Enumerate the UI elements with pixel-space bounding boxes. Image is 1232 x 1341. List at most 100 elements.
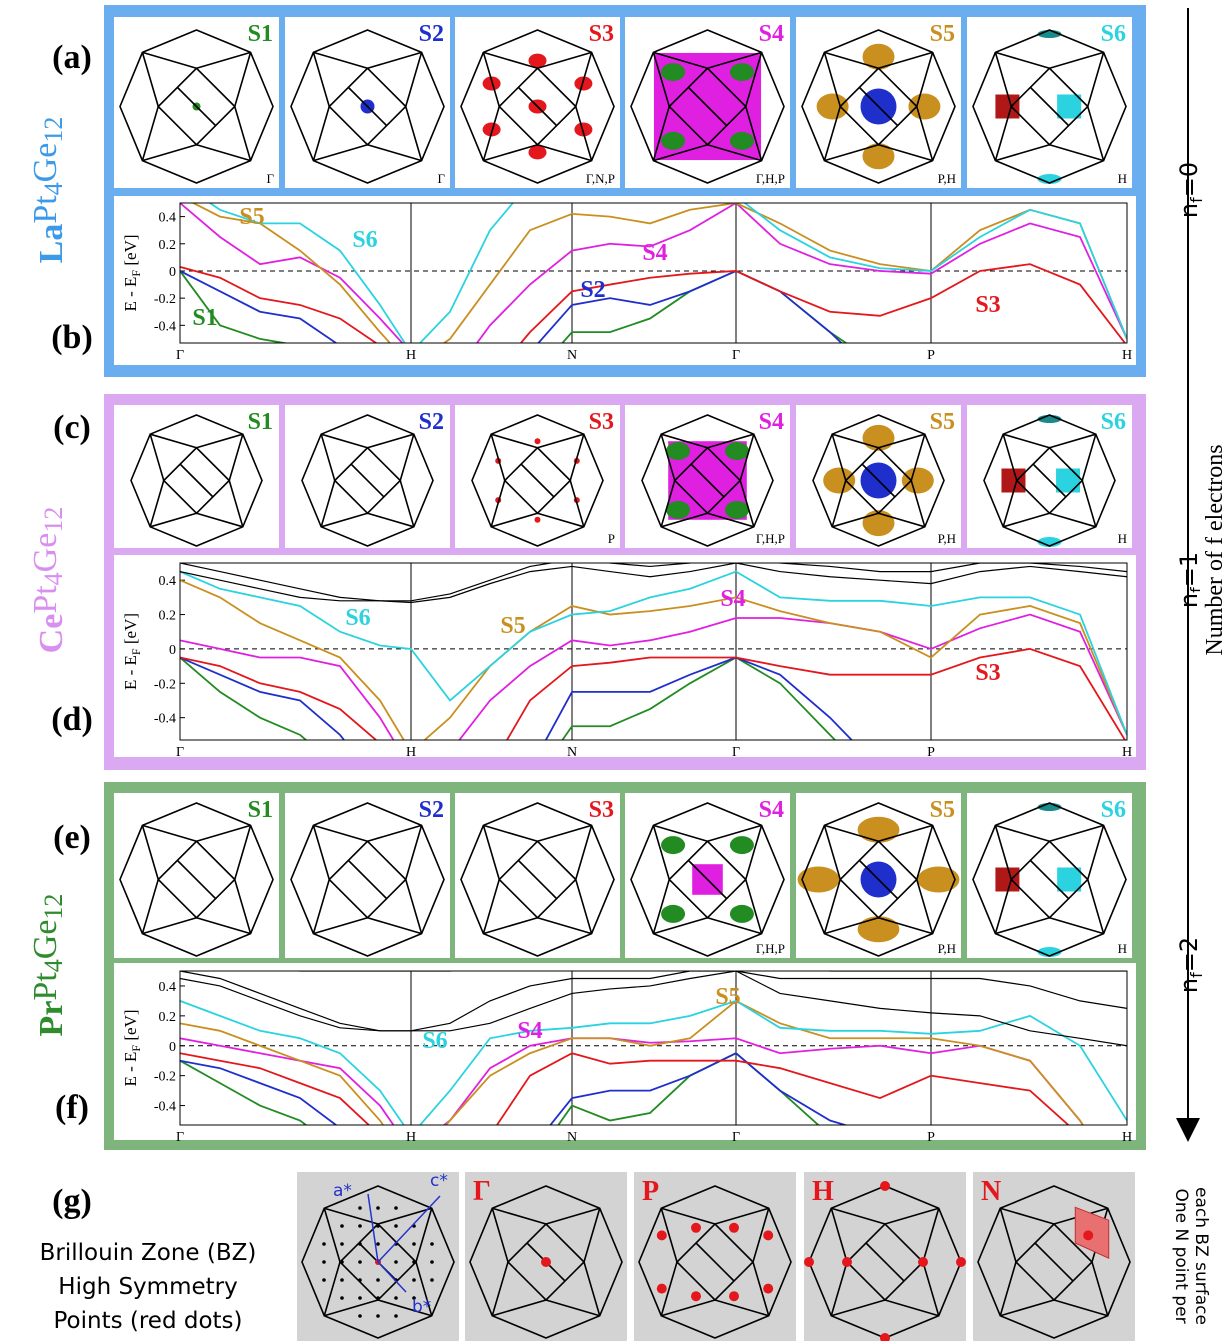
figure: LaPt4Ge12(a)(b)nf=0S1ΓS2ΓS3Γ,N,PS4Γ,H,PS… [0, 0, 1232, 1341]
surface-blob [730, 836, 754, 854]
x-tick-label: N [567, 1130, 577, 1145]
band-label: S5 [715, 984, 740, 1010]
surface-points: H [1118, 941, 1127, 956]
lattice-dot [340, 1224, 344, 1228]
x-tick-label: Γ [176, 745, 184, 760]
arrow-head [1176, 1118, 1200, 1142]
y-label-part: [eV] [121, 1009, 140, 1044]
bz-caption: High Symmetry [58, 1274, 237, 1300]
surface-name: S3 [589, 409, 614, 435]
panel-label: (b) [51, 319, 93, 356]
plot-panel [114, 963, 1136, 1140]
lattice-dot [430, 1242, 434, 1246]
surface-points: P,H [938, 531, 956, 546]
surface-blob [535, 438, 541, 444]
nf-label: nf=0 [1175, 162, 1206, 218]
vector-label: a* [333, 1181, 352, 1201]
surface-points: H [1118, 531, 1127, 546]
surface-blob [725, 501, 749, 519]
formula-part: 4 [39, 959, 68, 972]
y-tick-label: 0.4 [159, 574, 177, 589]
lattice-dot [358, 1242, 362, 1246]
surface-name: S1 [248, 797, 273, 823]
y-tick-label: 0.4 [159, 211, 177, 226]
y-tick-label: 0 [169, 643, 176, 658]
panel-label: (g) [52, 1183, 92, 1220]
surface-blob [863, 44, 895, 70]
formula-part: Ge [27, 533, 64, 573]
band-label: S1 [192, 305, 217, 331]
symmetry-point [880, 1181, 890, 1191]
symmetry-point [763, 1230, 773, 1240]
nf-label: nf=2 [1175, 937, 1206, 993]
x-tick-label: P [927, 745, 935, 760]
x-tick-label: Γ [732, 745, 740, 760]
surface-name: S6 [1101, 409, 1126, 435]
y-tick-label: -0.4 [154, 319, 176, 334]
surface-points: P,H [938, 171, 956, 186]
surface-blob [535, 517, 541, 523]
lattice-dot [358, 1278, 362, 1282]
x-tick-label: Γ [732, 348, 740, 363]
surface-name: S4 [759, 409, 784, 435]
x-tick-label: Γ [176, 348, 184, 363]
surface-blob [666, 501, 690, 519]
y-tick-label: -0.2 [154, 292, 176, 307]
x-tick-label: H [406, 745, 416, 760]
formula-part: 12 [39, 117, 68, 143]
formula-part: 12 [39, 894, 68, 920]
point-label: N [981, 1176, 1001, 1207]
panel-label: (e) [53, 819, 91, 856]
x-tick-label: N [567, 745, 577, 760]
y-label-part: E - E [121, 277, 140, 312]
surface-name: S1 [248, 409, 273, 435]
surface-blob [995, 95, 1019, 119]
surface-points: Γ,H,P [756, 171, 785, 186]
y-tick-label: 0 [169, 265, 176, 280]
surface-blob [666, 442, 690, 460]
surface-blob [918, 867, 960, 893]
surface-blob [730, 905, 754, 923]
bz-caption: Brillouin Zone (BZ) [40, 1240, 257, 1266]
surface-points: Γ [266, 171, 274, 186]
surface-name: S5 [930, 797, 955, 823]
surface-name: S2 [419, 21, 444, 47]
symmetry-point [541, 1257, 551, 1267]
band-label: S6 [345, 605, 370, 631]
x-tick-label: H [406, 1130, 416, 1145]
surface-blob [902, 468, 934, 494]
surface-blob [995, 868, 1019, 892]
lattice-dot [322, 1260, 326, 1264]
band-label: S6 [422, 1028, 447, 1054]
lattice-dot [358, 1314, 362, 1318]
symmetry-point [691, 1223, 701, 1233]
symmetry-point [804, 1257, 814, 1267]
surface-points: P [608, 531, 615, 546]
lattice-dot [358, 1224, 362, 1228]
surface-blob [730, 132, 754, 150]
surface-name: S6 [1101, 797, 1126, 823]
surface-name: S4 [759, 797, 784, 823]
fermi-surface [813, 415, 944, 546]
symmetry-point [691, 1291, 701, 1301]
lattice-dot [430, 1278, 434, 1282]
surface-blob [661, 836, 685, 854]
formula-part: 4 [39, 182, 68, 195]
y-tick-label: 0.4 [159, 980, 177, 995]
y-tick-label: 0.2 [159, 238, 177, 253]
vector-label: b* [412, 1297, 431, 1317]
lattice-dot [430, 1260, 434, 1264]
x-tick-label: P [927, 1130, 935, 1145]
lattice-dot [394, 1314, 398, 1318]
band-label: S4 [720, 586, 745, 612]
y-tick-label: 0.2 [159, 609, 177, 624]
surface-points: P,H [938, 941, 956, 956]
surface-blob [858, 817, 900, 843]
y-tick-label: -0.4 [154, 712, 176, 727]
lattice-dot [358, 1206, 362, 1210]
symmetry-point [729, 1291, 739, 1301]
y-tick-label: -0.2 [154, 1070, 176, 1085]
x-tick-label: N [567, 348, 577, 363]
lattice-dot [412, 1242, 416, 1246]
formula-part: Ge [27, 920, 64, 960]
